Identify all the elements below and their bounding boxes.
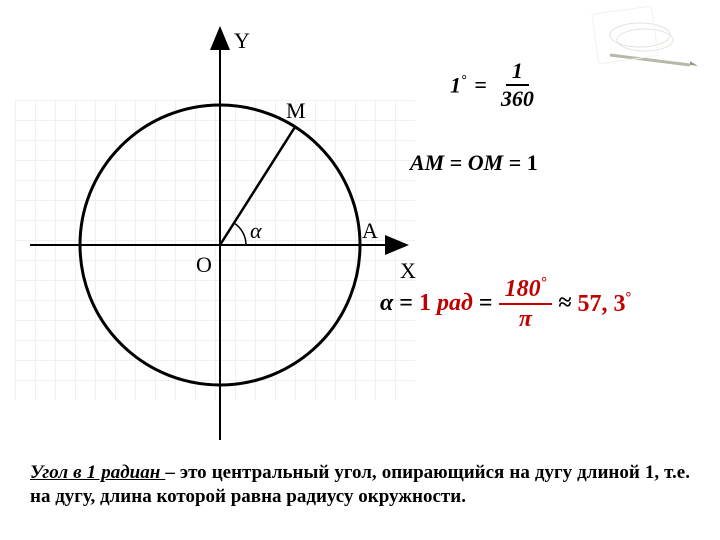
f3-alpha: α bbox=[380, 290, 393, 317]
f2-val: 1 bbox=[527, 150, 538, 175]
angle-arc bbox=[234, 223, 246, 245]
formula-am-om: AM = OM = 1 bbox=[410, 150, 690, 176]
f1-eq: = bbox=[474, 72, 487, 98]
definition-text: Угол в 1 радиан – это центральный угол, … bbox=[30, 461, 690, 510]
f1-lhs: 1° bbox=[450, 72, 466, 98]
label-y: Y bbox=[234, 28, 250, 54]
formula-degree: 1° = 1 360 bbox=[450, 60, 690, 110]
formulas-block: 1° = 1 360 AM = OM = 1 α = 1рад = 180° π… bbox=[410, 60, 690, 371]
f3-rad: рад bbox=[437, 290, 473, 317]
f2-om: OM bbox=[468, 150, 503, 175]
label-alpha: α bbox=[250, 218, 262, 244]
f3-fraction: 180° π bbox=[499, 276, 553, 331]
definition-term: Угол в 1 радиан bbox=[30, 462, 165, 483]
f1-fraction: 1 360 bbox=[495, 60, 540, 110]
unit-circle-diagram: Y X O A M α bbox=[30, 20, 430, 450]
label-o: O bbox=[196, 252, 212, 278]
f3-value: 57, 3° bbox=[578, 290, 632, 318]
f3-one: 1 bbox=[419, 290, 431, 317]
f2-am: AM bbox=[410, 150, 444, 175]
label-a: A bbox=[362, 218, 378, 244]
label-m: M bbox=[286, 98, 306, 124]
formula-radian: α = 1рад = 180° π ≈ 57, 3° bbox=[380, 276, 690, 331]
